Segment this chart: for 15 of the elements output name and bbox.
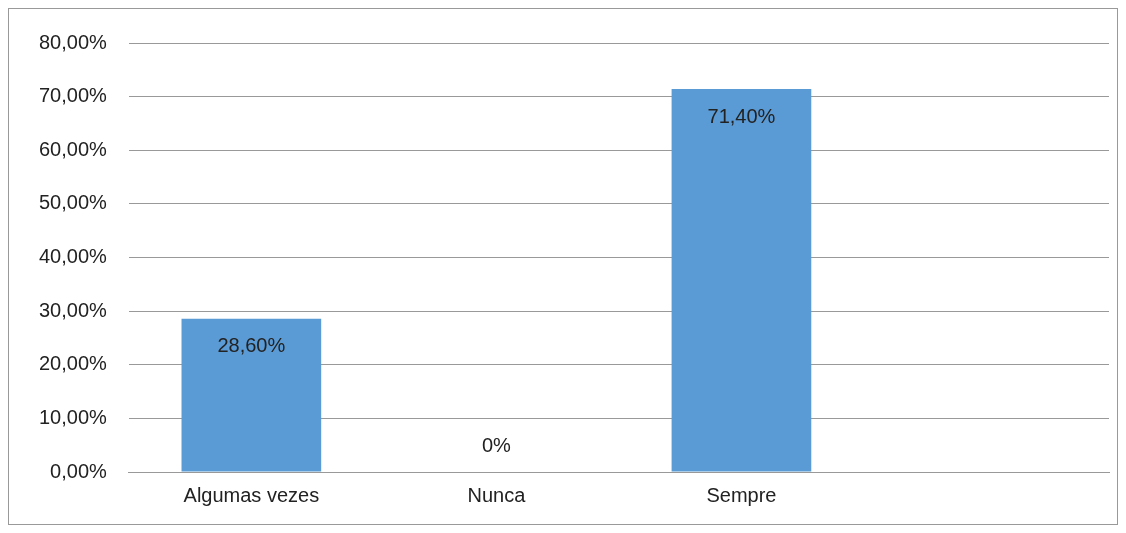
y-tick-label: 50,00% bbox=[38, 191, 108, 214]
y-tick-label: 80,00% bbox=[38, 30, 108, 53]
x-tick-label: Algumas vezes bbox=[183, 483, 320, 506]
y-tick-label: 10,00% bbox=[38, 405, 108, 428]
y-tick-label: 30,00% bbox=[38, 298, 108, 321]
data-label: 28,60% bbox=[217, 334, 286, 357]
data-label: 71,40% bbox=[707, 104, 776, 127]
x-tick-label: Sempre bbox=[706, 483, 777, 506]
y-tick-label: 40,00% bbox=[38, 245, 108, 268]
data-label: 0% bbox=[481, 433, 512, 456]
y-tick-label: 0,00% bbox=[50, 459, 108, 482]
y-tick-label: 70,00% bbox=[38, 84, 108, 107]
y-tick-label: 60,00% bbox=[38, 137, 108, 160]
x-tick-label: Nunca bbox=[467, 483, 527, 506]
y-tick-label: 20,00% bbox=[38, 352, 108, 375]
